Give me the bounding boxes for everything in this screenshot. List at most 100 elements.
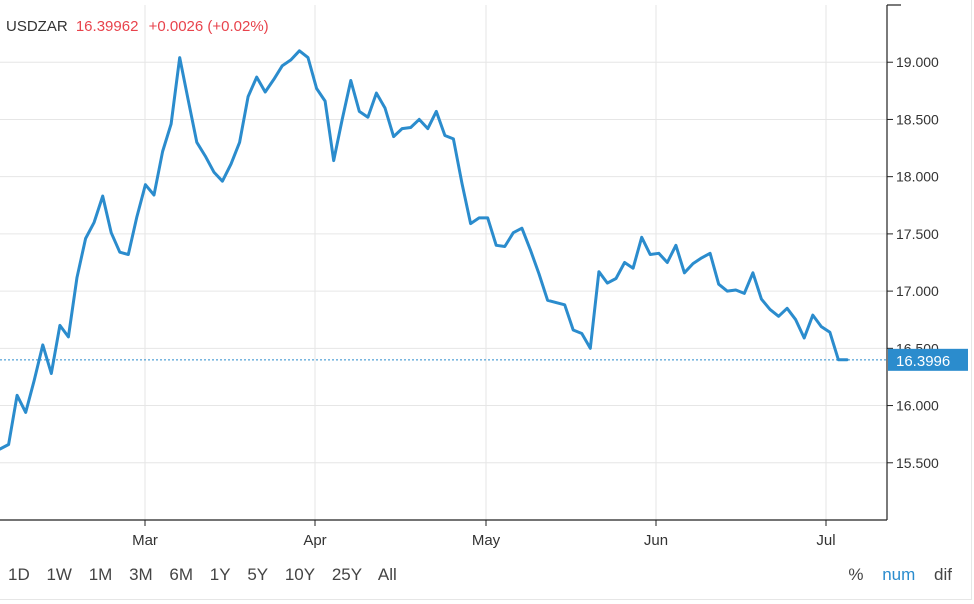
data-point [255,76,258,78]
price-value: 16.39962 [75,18,139,35]
data-point [649,253,651,256]
price-change: +0.0026 (+0.02%) [148,18,269,35]
data-point [794,318,797,321]
price-series [0,49,849,451]
price-line [0,49,849,451]
data-point [769,308,771,311]
data-point [512,231,515,234]
axis-labels: 15.50016.00016.50017.00017.50018.00018.5… [132,54,939,549]
data-point [846,359,848,361]
last-price-marker: 16.3996 [0,348,968,371]
x-tick-label: Mar [132,532,158,549]
data-point [119,251,121,253]
data-point [581,332,583,335]
data-point [752,272,754,274]
data-point [683,272,686,274]
data-point [760,298,763,300]
x-tick-label: Jun [644,532,668,549]
data-point [504,245,506,248]
data-point [812,314,814,316]
data-point [717,283,720,286]
data-point [743,292,746,295]
last-price-badge [888,348,968,371]
data-point [213,171,215,173]
data-point [735,289,737,291]
data-point [461,182,463,185]
data-point [144,183,147,186]
data-point [110,231,112,234]
range-button-3m[interactable]: 3M [129,565,153,584]
data-point [615,277,617,280]
data-point [820,325,823,328]
quote-header: USDZAR 16.39962 +0.0026 (+0.02%) [6,18,275,35]
data-point [350,79,352,82]
data-point [418,118,421,121]
range-button-1y[interactable]: 1Y [209,565,231,584]
data-point [136,215,138,218]
data-point [469,222,472,225]
data-point [238,141,241,144]
data-point [281,64,284,67]
data-point [101,195,104,197]
data-point [632,267,634,270]
range-button-5y[interactable]: 5Y [247,565,269,584]
data-point [777,315,780,318]
data-point [803,337,805,339]
data-point [161,150,164,153]
range-button-25y[interactable]: 25Y [331,565,363,584]
data-point [84,237,87,240]
data-point [401,127,403,130]
data-point [59,324,61,327]
data-point [67,336,70,338]
data-point [495,244,498,247]
data-point [572,329,574,331]
data-point [16,394,18,397]
data-point [478,217,480,219]
data-point [264,91,267,93]
symbol-label: USDZAR [6,18,68,35]
data-point [521,227,523,229]
data-point [829,331,831,334]
range-button-10y[interactable]: 10Y [284,565,316,584]
data-point [196,141,198,144]
data-point [444,134,446,137]
y-tick-label: 15.500 [896,455,939,471]
data-point [538,273,540,275]
range-button-1m[interactable]: 1M [88,565,113,584]
data-point [298,50,301,52]
data-point [247,95,249,98]
data-point [76,276,78,279]
data-point [153,194,155,196]
data-point [666,261,669,264]
y-tick-label: 17.500 [896,226,939,242]
data-point [623,261,626,264]
data-point [315,87,318,90]
data-point [230,163,232,165]
range-button-all[interactable]: All [377,565,397,584]
data-point [555,301,557,304]
data-point [307,56,309,59]
data-point [435,110,438,113]
data-point [598,270,600,273]
mode-button-num[interactable]: num [882,565,916,584]
data-point [384,107,386,109]
data-point [93,221,95,224]
data-point [7,443,10,446]
mode-button-dif[interactable]: dif [934,565,952,584]
data-point [726,290,728,292]
data-point [640,236,643,239]
range-button-6m[interactable]: 6M [169,565,194,584]
range-button-1w[interactable]: 1W [46,565,72,584]
data-point [290,59,292,61]
range-button-1d[interactable]: 1D [8,565,30,584]
data-point [273,78,275,81]
last-price-label: 16.3996 [896,353,950,370]
data-point [452,138,455,140]
x-tick-label: Jul [816,532,835,549]
data-point [658,252,660,255]
mode-button-percent[interactable]: % [848,565,864,584]
data-point [204,155,207,157]
data-point [427,127,429,130]
